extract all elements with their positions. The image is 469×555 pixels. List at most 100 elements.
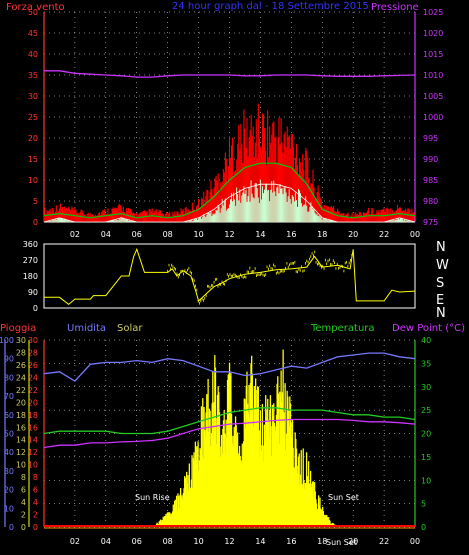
temp-time-tick: 12 [224,537,234,546]
temp-time-tick: 20 [348,537,358,546]
wind-tick-left: 50 [28,8,38,17]
pressure-tick-right: 1020 [423,29,443,38]
rain-tick: 16 [28,423,38,432]
solar-tick: 24 [16,373,26,382]
wind-minimum-line [43,183,416,223]
temp-tick-right: 35 [421,359,431,368]
compass-letter-e: E [436,293,444,308]
rain-tick: 28 [28,348,38,357]
humidity-tick: 30 [4,467,14,476]
humidity-tick: 0 [9,523,14,532]
humidity-tick: 70 [4,392,14,401]
humidity-tick: 80 [4,373,14,382]
wind-time-tick: 18 [317,230,327,239]
rain-axis-label: Pioggia [0,323,36,334]
solar-tick: 4 [21,498,26,507]
direction-tick: 270 [23,256,38,265]
rain-tick: 18 [28,411,38,420]
wind-tick-left: 25 [28,113,38,122]
temperature-line [43,407,416,435]
solar-tick: 12 [16,448,26,457]
pressure-tick-right: 1015 [423,50,443,59]
direction-line [44,247,416,306]
pressure-tick-right: 975 [423,218,438,227]
rain-tick: 6 [33,486,38,495]
dewpoint-line [43,418,416,449]
solar-tick: 16 [16,423,26,432]
rain-tick: 0 [33,523,38,532]
temp-time-tick: 04 [101,537,111,546]
dewpoint-axis-label: Dew Point (°C) [392,323,465,334]
wind-time-tick: 16 [286,230,296,239]
humidity-tick: 20 [4,486,14,495]
wind-panel: 0510152025303540455097598098599099510001… [28,8,444,239]
temp-time-tick: 14 [255,537,265,546]
temp-tick-right: 30 [421,383,431,392]
humidity-tick: 60 [4,411,14,420]
solar-tick: 14 [16,436,26,445]
solar-axis-label: Solar [117,323,143,334]
temp-time-tick: 00 [410,537,420,546]
temp-time-tick: 02 [70,537,80,546]
rain-tick: 26 [28,361,38,370]
temp-tick-right: 20 [421,430,431,439]
direction-tick: 360 [23,240,38,249]
wind-time-tick: 22 [379,230,389,239]
wind-time-tick: 12 [224,230,234,239]
temp-time-tick: 18 [317,537,327,546]
solar-tick: 22 [16,386,26,395]
wind-tick-left: 15 [28,155,38,164]
wind-tick-left: 10 [28,176,38,185]
humidity-tick: 10 [4,504,14,513]
rain-tick: 30 [28,336,38,345]
pressure-tick-right: 1005 [423,92,443,101]
direction-panel: 0 90 180 270 360 [23,240,416,313]
rain-tick: 10 [28,461,38,470]
wind-tick-left: 30 [28,92,38,101]
solar-tick: 6 [21,486,26,495]
temp-tick-right: 40 [421,336,431,345]
wind-tick-left: 40 [28,50,38,59]
wind-time-tick: 08 [163,230,173,239]
compass-letter-n-bottom: N [436,306,446,321]
temperature-axis-label: Temperatura [310,323,375,334]
temp-tick-right: 10 [421,476,431,485]
temp-tick-right: 25 [421,406,431,415]
solar-tick: 30 [16,336,26,345]
wind-time-tick: 14 [255,230,265,239]
wind-axis-label: Forza vento [6,2,65,13]
temp-time-tick: 16 [286,537,296,546]
direction-tick: 0 [33,304,38,313]
wind-tick-left: 5 [33,197,38,206]
rain-tick: 4 [33,498,38,507]
rain-tick: 24 [28,373,38,382]
rain-tick: 20 [28,398,38,407]
wind-time-tick: 20 [348,230,358,239]
wind-time-tick: 00 [410,230,420,239]
wind-tick-left: 0 [33,218,38,227]
pressure-tick-right: 990 [423,155,438,164]
solar-tick: 10 [16,461,26,470]
solar-tick: 20 [16,398,26,407]
compass-letter-w: W [436,258,449,273]
humidity-tick: 90 [4,355,14,364]
pressure-tick-right: 1010 [423,71,443,80]
humidity-tick: 50 [4,430,14,439]
rain-tick: 14 [28,436,38,445]
rain-tick: 22 [28,386,38,395]
wind-time-tick: 06 [132,230,142,239]
wind-time-tick: 10 [193,230,203,239]
wind-average-line [43,162,416,219]
pressure-tick-right: 980 [423,197,438,206]
temp-time-tick: 10 [193,537,203,546]
wind-time-tick: 04 [101,230,111,239]
temp-time-tick: 22 [379,537,389,546]
temp-time-tick: 08 [163,537,173,546]
rain-tick: 8 [33,473,38,482]
sunset-label: Sun Set [328,493,359,502]
solar-tick: 8 [21,473,26,482]
wind-time-tick: 02 [70,230,80,239]
pressure-tick-right: 1000 [423,113,443,122]
